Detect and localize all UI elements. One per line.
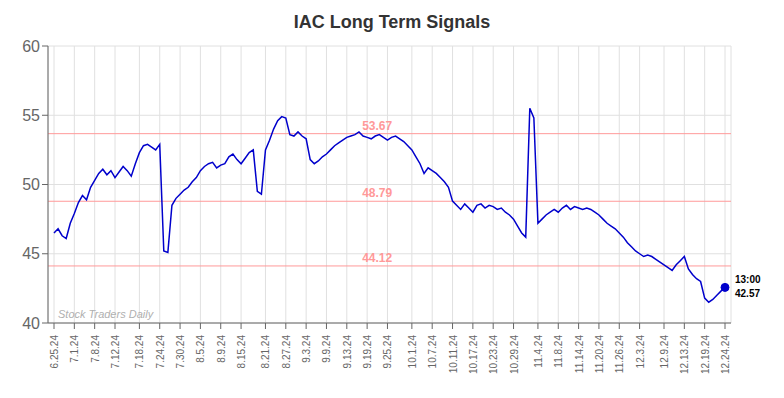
html-text:IAC Long Term Signals: IAC Long Term Signals	[293, 12, 491, 32]
svg-text:8.21.24: 8.21.24	[260, 335, 271, 369]
svg-text:7.8.24: 7.8.24	[90, 335, 101, 363]
svg-text:11.4.24: 11.4.24	[533, 335, 544, 368]
svg-text:7.24.24: 7.24.24	[155, 335, 166, 369]
svg-text:12.13.24: 12.13.24	[679, 335, 690, 374]
svg-text:55: 55	[22, 107, 40, 124]
svg-text:45: 45	[22, 245, 40, 262]
svg-text:10.29.24: 10.29.24	[509, 335, 520, 374]
svg-text:13:00: 13:00	[735, 274, 761, 285]
svg-text:50: 50	[22, 176, 40, 193]
svg-text:8.9.24: 8.9.24	[216, 335, 227, 363]
svg-text:7.1.24: 7.1.24	[69, 335, 80, 363]
svg-text:11.20.24: 11.20.24	[594, 335, 605, 374]
svg-text:40: 40	[22, 315, 40, 332]
svg-text:11.8.24: 11.8.24	[553, 335, 564, 368]
svg-text:10.23.24: 10.23.24	[488, 335, 499, 374]
svg-text:48.79: 48.79	[362, 186, 392, 200]
svg-text:10.7.24: 10.7.24	[427, 335, 438, 369]
svg-text:12.19.24: 12.19.24	[700, 335, 711, 374]
svg-text:8.15.24: 8.15.24	[236, 335, 247, 369]
svg-text:11.14.24: 11.14.24	[574, 335, 585, 374]
svg-text:42.57: 42.57	[735, 288, 760, 299]
svg-text:10.1.24: 10.1.24	[407, 335, 418, 369]
svg-text:11.26.24: 11.26.24	[614, 335, 625, 374]
svg-text:12.3.24: 12.3.24	[635, 335, 646, 369]
svg-text:8.27.24: 8.27.24	[281, 335, 292, 369]
svg-text:8.5.24: 8.5.24	[195, 335, 206, 363]
svg-text:44.12: 44.12	[362, 251, 392, 265]
svg-text:6.25.24: 6.25.24	[49, 335, 60, 369]
svg-text:7.12.24: 7.12.24	[110, 335, 121, 369]
svg-text:9.3.24: 9.3.24	[301, 335, 312, 363]
svg-text:9.9.24: 9.9.24	[321, 335, 332, 363]
svg-text:9.25.24: 9.25.24	[382, 335, 393, 369]
svg-text:7.18.24: 7.18.24	[134, 335, 145, 369]
svg-text:53.67: 53.67	[362, 119, 392, 133]
svg-text:12.9.24: 12.9.24	[659, 335, 670, 369]
svg-text:9.13.24: 9.13.24	[342, 335, 353, 369]
svg-text:Stock Traders Daily: Stock Traders Daily	[58, 308, 155, 320]
svg-text:7.30.24: 7.30.24	[175, 335, 186, 369]
svg-text:10.11.24: 10.11.24	[448, 335, 459, 374]
svg-text:9.19.24: 9.19.24	[362, 335, 373, 369]
svg-text:12.24.24: 12.24.24	[720, 335, 731, 374]
svg-text:10.17.24: 10.17.24	[468, 335, 479, 374]
svg-text:60: 60	[22, 38, 40, 55]
